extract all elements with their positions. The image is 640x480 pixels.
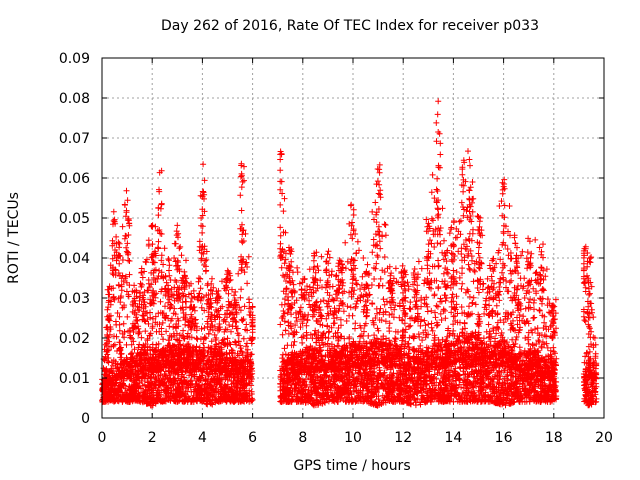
x-axis-label: GPS time / hours: [293, 458, 410, 474]
x-tick-label: 10: [344, 430, 362, 446]
y-tick-label: 0.02: [59, 331, 90, 347]
x-tick-labels: 0 2 4 6 8 10 12 14 16 18 20: [98, 430, 613, 446]
x-tick-label: 4: [198, 430, 207, 446]
x-tick-label: 2: [148, 430, 157, 446]
y-axis-label: ROTI / TECUs: [6, 192, 22, 284]
chart-title: Day 262 of 2016, Rate Of TEC Index for r…: [161, 18, 539, 34]
x-tick-label: 8: [298, 430, 307, 446]
y-tick-label: 0.01: [59, 371, 90, 387]
y-tick-label: 0.05: [59, 211, 90, 227]
y-tick-labels: 0 0.01 0.02 0.03 0.04 0.05 0.06 0.07 0.08 0.09: [59, 51, 90, 427]
y-tick-label: 0.04: [59, 251, 90, 267]
y-tick-label: 0.09: [59, 51, 90, 67]
y-tick-label: 0.07: [59, 131, 90, 147]
x-tick-label: 20: [595, 430, 613, 446]
x-tick-label: 14: [444, 430, 462, 446]
x-tick-label: 18: [545, 430, 563, 446]
y-tick-label: 0.08: [59, 91, 90, 107]
y-tick-label: 0.06: [59, 171, 90, 187]
x-tick-label: 12: [394, 430, 412, 446]
x-tick-label: 16: [495, 430, 513, 446]
axis-ticks: [101, 57, 605, 419]
x-tick-label: 0: [98, 430, 107, 446]
data-points: [99, 98, 600, 409]
y-tick-label: 0.03: [59, 291, 90, 307]
x-tick-label: 6: [248, 430, 257, 446]
roti-markers: [99, 98, 600, 409]
y-tick-label: 0: [81, 411, 90, 427]
